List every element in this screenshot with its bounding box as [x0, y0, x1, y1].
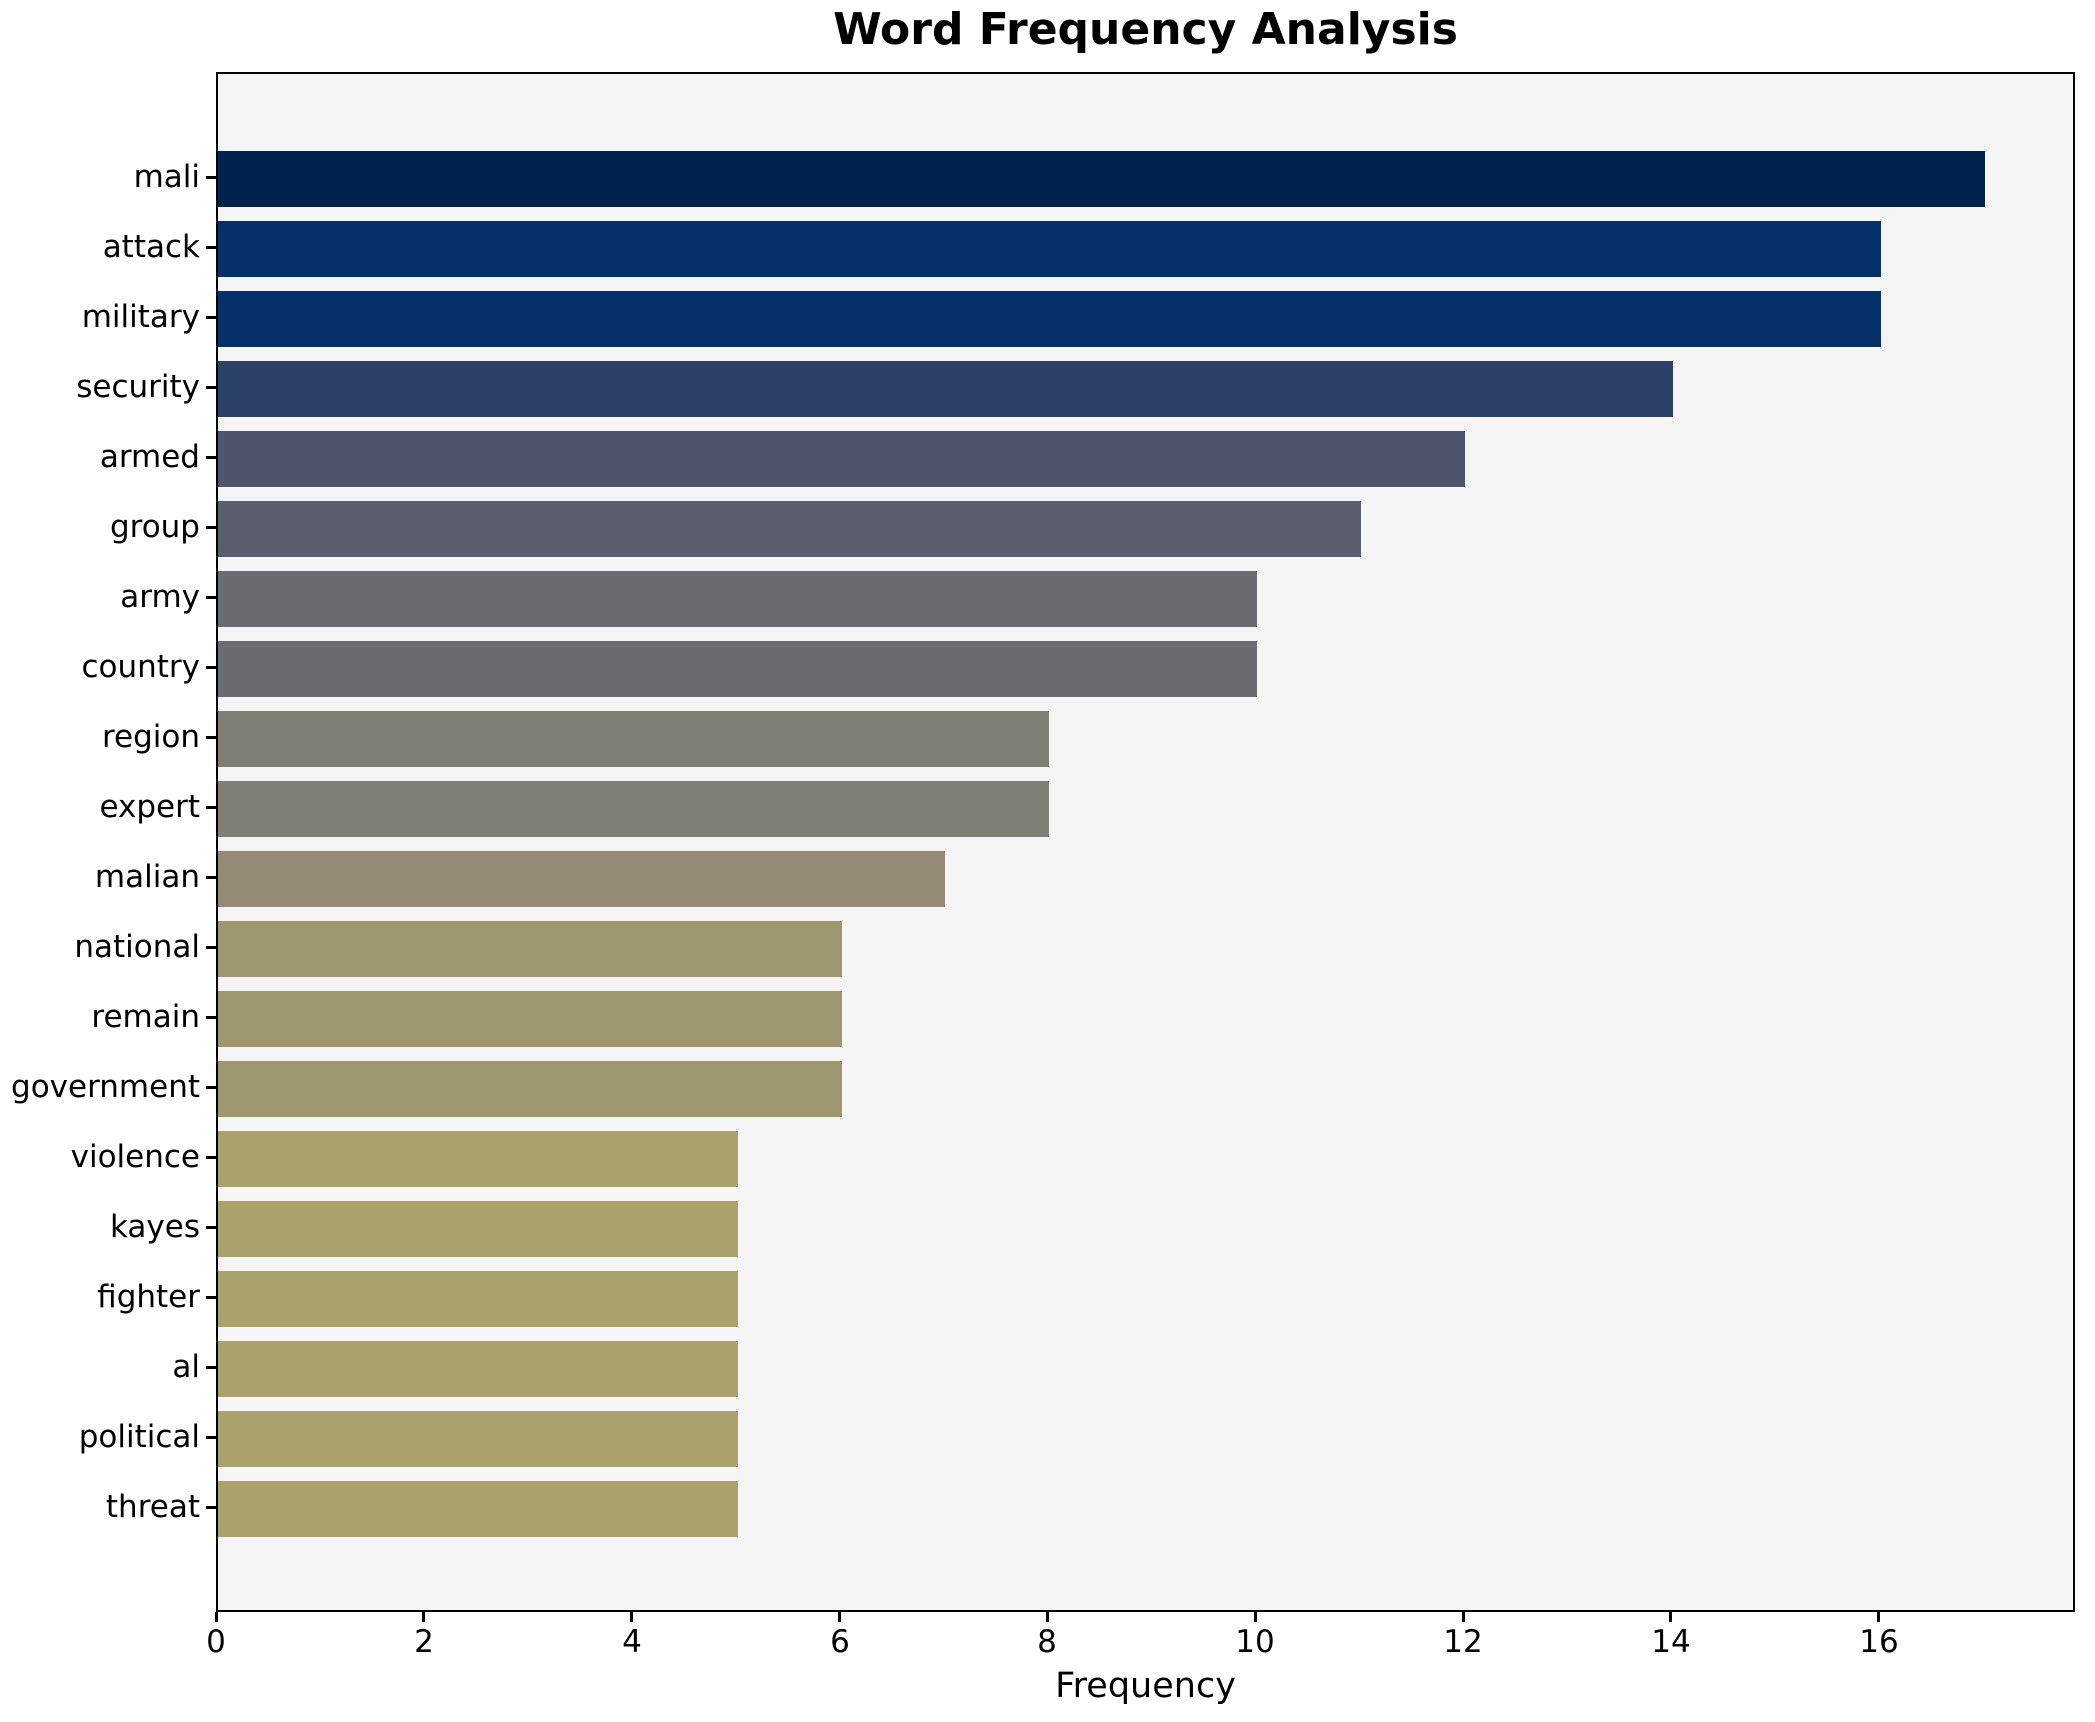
bar-region	[218, 711, 1049, 767]
x-tick-label-8: 8	[1037, 1624, 1057, 1660]
y-label-group: group	[109, 509, 200, 545]
y-tick-political	[206, 1436, 216, 1439]
y-label-political: political	[78, 1419, 200, 1455]
y-tick-attack	[206, 246, 216, 249]
y-tick-remain	[206, 1016, 216, 1019]
y-label-mali: mali	[133, 159, 200, 195]
x-tick-label-12: 12	[1443, 1624, 1483, 1660]
y-tick-violence	[206, 1156, 216, 1159]
y-label-kayes: kayes	[110, 1209, 200, 1245]
y-tick-kayes	[206, 1226, 216, 1229]
bar-military	[218, 291, 1881, 347]
bar-attack	[218, 221, 1881, 277]
y-tick-mali	[206, 176, 216, 179]
y-tick-security	[206, 386, 216, 389]
y-tick-group	[206, 526, 216, 529]
y-tick-army	[206, 596, 216, 599]
chart-title: Word Frequency Analysis	[833, 4, 1458, 55]
bar-national	[218, 921, 842, 977]
y-tick-national	[206, 946, 216, 949]
bar-group	[218, 501, 1361, 557]
x-tick-label-0: 0	[206, 1624, 226, 1660]
y-tick-military	[206, 316, 216, 319]
x-tick-label-10: 10	[1235, 1624, 1275, 1660]
y-label-threat: threat	[105, 1489, 200, 1525]
bar-malian	[218, 851, 945, 907]
y-tick-malian	[206, 876, 216, 879]
bar-security	[218, 361, 1673, 417]
y-label-national: national	[74, 929, 200, 965]
y-tick-threat	[206, 1506, 216, 1509]
y-label-violence: violence	[70, 1139, 200, 1175]
x-tick-14	[1669, 1612, 1672, 1622]
y-tick-expert	[206, 806, 216, 809]
x-tick-12	[1462, 1612, 1465, 1622]
bar-government	[218, 1061, 842, 1117]
y-label-military: military	[81, 299, 200, 335]
bar-threat	[218, 1481, 738, 1537]
bar-fighter	[218, 1271, 738, 1327]
x-tick-label-14: 14	[1651, 1624, 1691, 1660]
x-tick-label-2: 2	[414, 1624, 434, 1660]
bar-kayes	[218, 1201, 738, 1257]
bar-political	[218, 1411, 738, 1467]
y-tick-armed	[206, 456, 216, 459]
x-tick-16	[1877, 1612, 1880, 1622]
y-tick-government	[206, 1086, 216, 1089]
y-label-country: country	[81, 649, 200, 685]
y-label-region: region	[101, 719, 200, 755]
y-label-armed: armed	[99, 439, 200, 475]
x-tick-10	[1254, 1612, 1257, 1622]
bar-mali	[218, 151, 1985, 207]
bar-expert	[218, 781, 1049, 837]
bar-country	[218, 641, 1257, 697]
y-label-expert: expert	[99, 789, 200, 825]
y-label-remain: remain	[91, 999, 200, 1035]
bar-army	[218, 571, 1257, 627]
x-tick-label-16: 16	[1859, 1624, 1899, 1660]
bar-remain	[218, 991, 842, 1047]
x-tick-0	[215, 1612, 218, 1622]
x-tick-label-4: 4	[622, 1624, 642, 1660]
x-tick-6	[838, 1612, 841, 1622]
y-tick-country	[206, 666, 216, 669]
y-label-fighter: fighter	[97, 1279, 200, 1315]
bar-armed	[218, 431, 1465, 487]
y-label-government: government	[11, 1069, 200, 1105]
bar-al	[218, 1341, 738, 1397]
y-tick-region	[206, 736, 216, 739]
plot-area	[216, 72, 2075, 1612]
x-tick-label-6: 6	[830, 1624, 850, 1660]
y-label-malian: malian	[94, 859, 200, 895]
bar-violence	[218, 1131, 738, 1187]
y-tick-fighter	[206, 1296, 216, 1299]
y-label-security: security	[76, 369, 200, 405]
x-axis-title: Frequency	[1055, 1666, 1236, 1706]
y-label-attack: attack	[102, 229, 200, 265]
y-label-al: al	[172, 1349, 200, 1385]
x-tick-4	[630, 1612, 633, 1622]
x-tick-8	[1046, 1612, 1049, 1622]
y-tick-al	[206, 1366, 216, 1369]
y-label-army: army	[120, 579, 200, 615]
x-tick-2	[422, 1612, 425, 1622]
